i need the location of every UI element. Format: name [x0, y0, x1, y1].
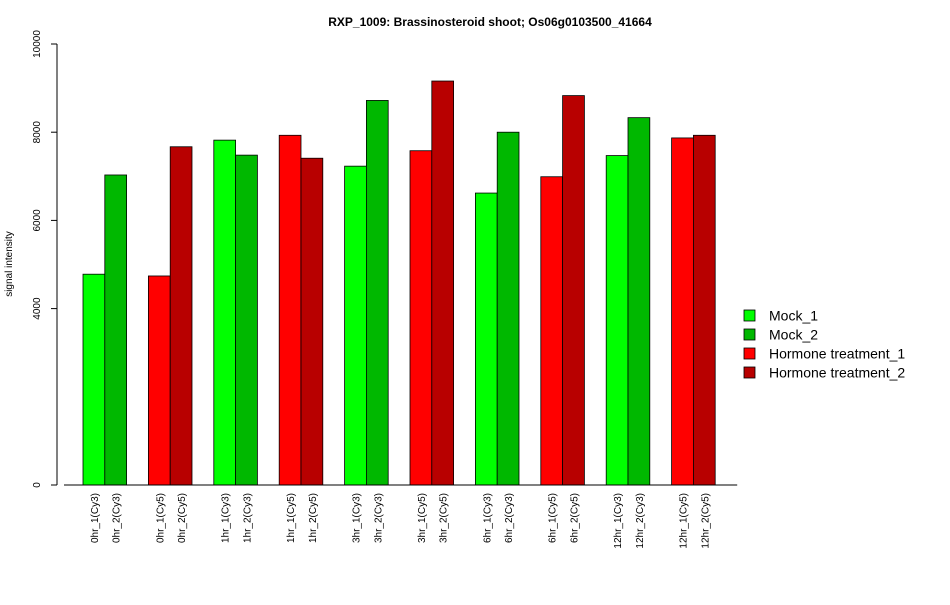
x-tick-label-15: 6hr_1(Cy5) — [548, 493, 559, 543]
y-tick-label-1: 0 — [32, 482, 43, 488]
x-tick-label-11: 3hr_1(Cy5) — [417, 493, 428, 543]
x-tick-label-3: 0hr_1(Cy5) — [155, 493, 166, 543]
bar-12 — [431, 80, 454, 486]
x-tick-label-6: 1hr_2(Cy3) — [243, 493, 254, 543]
bar-5 — [213, 139, 237, 486]
y-tick-label-4: 8000 — [32, 121, 43, 144]
bar-19 — [671, 137, 694, 486]
x-tick-label-4: 0hr_2(Cy5) — [177, 493, 188, 543]
x-axis: 0hr_1(Cy3) 0hr_2(Cy3) 0hr_1(Cy5) 0hr_2(Cy5)… — [64, 484, 738, 549]
legend-label-2: Mock_2 — [769, 327, 818, 343]
bar-6 — [235, 154, 258, 486]
x-tick-label-16: 6hr_2(Cy5) — [570, 493, 581, 543]
x-tick-label-18: 12hr_2(Cy3) — [635, 493, 646, 549]
x-tick-label-17: 12hr_1(Cy3) — [613, 493, 624, 549]
x-tick-label-13: 6hr_1(Cy3) — [482, 493, 493, 543]
bar-1 — [82, 273, 106, 486]
x-tick-label-5: 1hr_1(Cy3) — [221, 493, 232, 543]
chart-title: RXP_1009: Brassinosteroid shoot; Os06g01… — [328, 15, 652, 29]
legend-label-1: Mock_1 — [769, 308, 818, 324]
y-axis: 0 4000 6000 8000 10000 — [32, 30, 58, 488]
y-tick-label-2: 4000 — [32, 297, 43, 320]
bar-11 — [409, 150, 433, 486]
bar-2 — [104, 174, 128, 486]
y-tick-label-3: 6000 — [32, 209, 43, 232]
bar-7 — [278, 134, 302, 486]
bar-4 — [169, 146, 193, 486]
legend-swatch-4 — [743, 366, 756, 379]
bar-16 — [562, 95, 585, 486]
x-tick-label-1: 0hr_1(Cy3) — [90, 493, 101, 543]
bar-8 — [300, 157, 324, 486]
x-tick-label-8: 1hr_2(Cy5) — [308, 493, 319, 543]
bar-13 — [474, 192, 498, 486]
bar-3 — [147, 275, 171, 486]
bar-20 — [693, 134, 716, 486]
legend: Mock_1 Mock_2 Hormone treatment_1 Hormone t… — [743, 308, 905, 381]
bar-18 — [627, 117, 651, 486]
bar-10 — [365, 100, 389, 486]
bar-17 — [605, 155, 629, 486]
y-axis-label: signal intensity — [4, 231, 15, 297]
legend-label-3: Hormone treatment_1 — [769, 346, 905, 362]
bar-9 — [344, 165, 367, 486]
x-tick-label-20: 12hr_2(Cy5) — [700, 493, 711, 549]
legend-label-4: Hormone treatment_2 — [769, 365, 905, 381]
x-tick-label-10: 3hr_2(Cy3) — [373, 493, 384, 543]
x-tick-label-19: 12hr_1(Cy5) — [679, 493, 690, 549]
legend-swatch-3 — [743, 347, 756, 360]
bars-layer — [82, 80, 716, 486]
x-tick-label-12: 3hr_2(Cy5) — [439, 493, 450, 543]
bar-15 — [540, 176, 563, 486]
bar-14 — [496, 131, 520, 486]
y-tick-label-5: 10000 — [32, 30, 43, 58]
legend-swatch-1 — [743, 309, 756, 322]
x-tick-label-7: 1hr_1(Cy5) — [286, 493, 297, 543]
x-tick-label-2: 0hr_2(Cy3) — [112, 493, 123, 543]
legend-swatch-2 — [743, 328, 756, 341]
x-tick-label-14: 6hr_2(Cy3) — [504, 493, 515, 543]
x-tick-label-9: 3hr_1(Cy3) — [352, 493, 363, 543]
